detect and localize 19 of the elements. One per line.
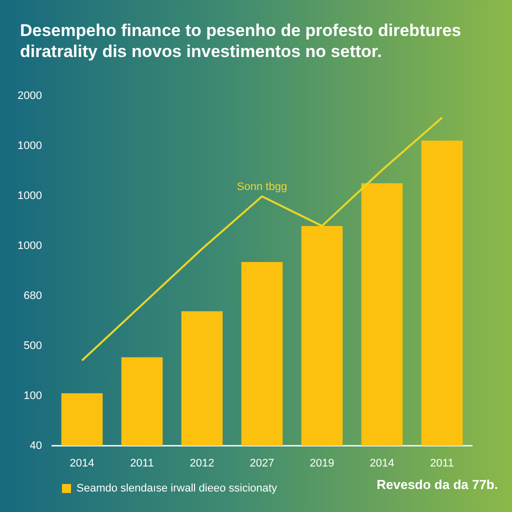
text: 1000 bbox=[18, 238, 42, 253]
x-tick-label: 2012 bbox=[190, 457, 214, 470]
text: 1000 bbox=[18, 138, 42, 153]
text: 2000 bbox=[18, 89, 42, 103]
text: 500 bbox=[24, 338, 42, 353]
annotation: Sonn tbgg bbox=[236, 180, 288, 193]
chart-title: Desempeho finance to pesenho de profesto direbtures diratrality dis novos investimentos no settor. bbox=[20, 20, 462, 62]
x-tick-label: 2014 bbox=[70, 457, 94, 470]
text: 1000 bbox=[18, 188, 42, 203]
text: 100 bbox=[24, 388, 42, 403]
x-tick-label: 2011 bbox=[130, 457, 154, 470]
x-tick-label: 2027 bbox=[250, 457, 274, 470]
text: 40 bbox=[30, 438, 42, 453]
text: Revesdo da da 77b. bbox=[376, 477, 498, 492]
x-tick-label: 2011 bbox=[430, 457, 454, 470]
legend-label: Seamdo slendaıse irwall dieeo ssicionaty bbox=[76, 482, 278, 495]
text: 680 bbox=[24, 288, 42, 303]
x-tick-label: 2014 bbox=[370, 457, 394, 470]
x-tick-label: 2019 bbox=[310, 457, 334, 470]
